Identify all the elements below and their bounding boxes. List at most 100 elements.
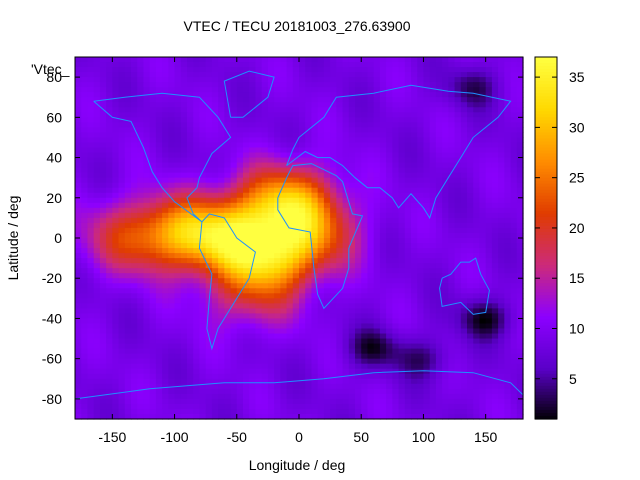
- heatmap-cell: [485, 192, 493, 199]
- heatmap-cell: [193, 87, 201, 93]
- heatmap-cell: [187, 112, 194, 118]
- heatmap-cell: [211, 293, 219, 299]
- heatmap-cell: [143, 308, 151, 315]
- heatmap-cell: [460, 207, 468, 214]
- heatmap-cell: [112, 157, 120, 164]
- heatmap-cell: [267, 268, 275, 274]
- heatmap-cell: [485, 217, 493, 224]
- heatmap-cell: [379, 137, 387, 144]
- heatmap-cell: [429, 393, 437, 400]
- heatmap-cell: [112, 187, 120, 194]
- heatmap-cell: [417, 62, 425, 68]
- heatmap-cell: [379, 77, 387, 83]
- heatmap-cell: [168, 288, 176, 294]
- heatmap-cell: [93, 308, 101, 315]
- heatmap-cell: [510, 263, 518, 269]
- heatmap-cell: [118, 328, 126, 335]
- chart-title: VTEC / TECU 20181003_276.63900: [183, 18, 410, 34]
- heatmap-cell: [81, 177, 89, 184]
- heatmap-cell: [274, 273, 281, 279]
- heatmap-cell: [261, 348, 269, 355]
- heatmap-cell: [131, 268, 138, 274]
- heatmap-cell: [454, 212, 462, 219]
- heatmap-cell: [261, 62, 269, 68]
- heatmap-cell: [155, 293, 163, 299]
- heatmap-cell: [93, 202, 101, 209]
- heatmap-cell: [336, 187, 344, 194]
- heatmap-cell: [143, 232, 151, 239]
- heatmap-cell: [367, 207, 375, 214]
- heatmap-cell: [174, 353, 182, 360]
- heatmap-cell: [348, 62, 356, 68]
- heatmap-cell: [510, 92, 518, 98]
- heatmap-cell: [498, 217, 505, 224]
- heatmap-cell: [274, 67, 281, 73]
- heatmap-cell: [261, 217, 269, 224]
- heatmap-cell: [180, 358, 188, 365]
- heatmap-cell: [485, 323, 493, 330]
- heatmap-cell: [93, 82, 101, 88]
- heatmap-cell: [479, 192, 487, 199]
- heatmap-cell: [305, 328, 313, 335]
- heatmap-cell: [460, 92, 468, 98]
- heatmap-cell: [398, 217, 406, 224]
- heatmap-cell: [274, 398, 281, 405]
- heatmap-cell: [224, 403, 232, 410]
- heatmap-cell: [149, 368, 157, 375]
- heatmap-cell: [255, 263, 263, 269]
- heatmap-cell: [460, 132, 468, 139]
- heatmap-cell: [379, 57, 387, 63]
- heatmap-cell: [93, 243, 101, 249]
- heatmap-cell: [106, 137, 113, 144]
- heatmap-cell: [261, 197, 269, 204]
- heatmap-cell: [305, 97, 313, 103]
- heatmap-cell: [411, 157, 418, 164]
- heatmap-cell: [168, 107, 176, 113]
- heatmap-cell: [348, 328, 356, 335]
- heatmap-cell: [411, 97, 418, 103]
- heatmap-cell: [323, 348, 331, 355]
- heatmap-cell: [504, 328, 512, 335]
- heatmap-cell: [286, 323, 294, 330]
- heatmap-cell: [75, 212, 82, 219]
- heatmap-cell: [373, 212, 381, 219]
- heatmap-cell: [379, 162, 387, 169]
- heatmap-cell: [99, 258, 107, 264]
- heatmap-cell: [498, 283, 505, 289]
- heatmap-cell: [137, 293, 145, 299]
- heatmap-cell: [112, 202, 120, 209]
- heatmap-cell: [81, 328, 89, 335]
- heatmap-cell: [442, 77, 449, 83]
- heatmap-cell: [423, 142, 431, 149]
- heatmap-cell: [485, 92, 493, 98]
- heatmap-cell: [112, 212, 120, 219]
- heatmap-cell: [124, 167, 132, 174]
- heatmap-cell: [355, 207, 362, 214]
- heatmap-cell: [230, 283, 238, 289]
- heatmap-cell: [87, 388, 95, 395]
- heatmap-cell: [448, 343, 456, 350]
- heatmap-cell: [317, 92, 325, 98]
- heatmap-cell: [155, 67, 163, 73]
- heatmap-cell: [187, 313, 194, 320]
- heatmap-cell: [274, 263, 281, 269]
- heatmap-cell: [323, 107, 331, 113]
- heatmap-cell: [367, 253, 375, 259]
- heatmap-cell: [218, 263, 225, 269]
- heatmap-cell: [367, 268, 375, 274]
- heatmap-cell: [87, 227, 95, 234]
- heatmap-cell: [323, 157, 331, 164]
- heatmap-cell: [131, 167, 138, 174]
- heatmap-cell: [491, 273, 499, 279]
- heatmap-cell: [423, 313, 431, 320]
- heatmap-cell: [205, 67, 213, 73]
- heatmap-cell: [261, 298, 269, 304]
- heatmap-cell: [336, 157, 344, 164]
- heatmap-cell: [187, 97, 194, 103]
- heatmap-cell: [193, 258, 201, 264]
- heatmap-cell: [330, 197, 337, 204]
- heatmap-cell: [355, 97, 362, 103]
- heatmap-cell: [162, 323, 169, 330]
- heatmap-cell: [411, 212, 418, 219]
- heatmap-cell: [342, 303, 350, 309]
